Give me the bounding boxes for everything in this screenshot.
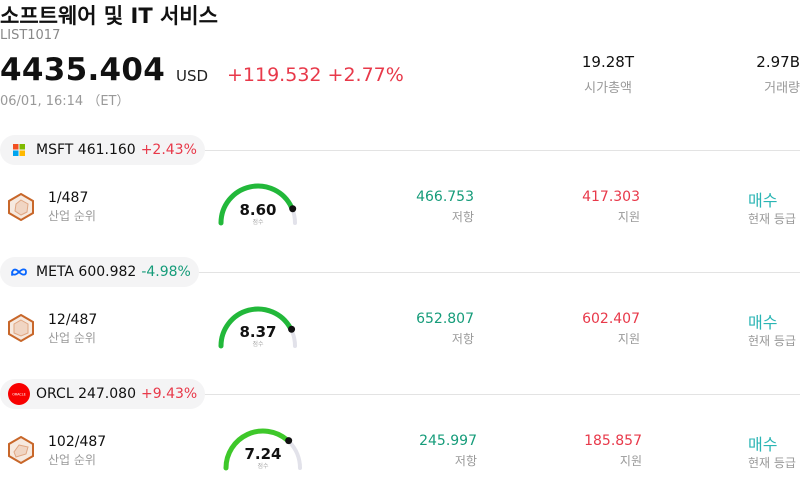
score-label: 점수: [252, 341, 264, 348]
volume-value: 2.97B: [756, 53, 800, 71]
support-value: 602.407: [582, 311, 640, 327]
current-rating-label: 현재 등급: [748, 212, 796, 226]
stock-pill-meta[interactable]: META 600.982 -4.98%: [0, 257, 199, 287]
stock-price: 600.982: [78, 264, 137, 280]
timestamp: 06/01, 16:14 （ET）: [0, 94, 130, 109]
current-rating: 매수: [748, 191, 778, 210]
industry-rank-label: 산업 순위: [48, 209, 96, 223]
microsoft-logo-icon: [8, 139, 30, 161]
current-rating: 매수: [748, 313, 778, 332]
ticker: MSFT: [36, 142, 74, 158]
ticker: ORCL: [36, 386, 74, 402]
industry-rank-label: 산업 순위: [48, 331, 96, 345]
index-price: 4435.404: [0, 52, 166, 88]
stock-change: -4.98%: [141, 264, 191, 280]
resistance-label: 저항: [454, 454, 477, 468]
stock-price: 461.160: [77, 142, 136, 158]
row-divider: [195, 394, 800, 395]
industry-rank-icon: [8, 435, 34, 468]
ticker: META: [36, 264, 74, 280]
list-code: LIST1017: [0, 28, 61, 43]
current-rating-label: 현재 등급: [748, 456, 796, 470]
industry-rank-icon: [8, 192, 34, 225]
market-cap-label: 시가총액: [584, 81, 632, 96]
score-label: 점수: [257, 463, 269, 470]
industry-rank: 102/487: [48, 434, 107, 450]
stock-pill-msft[interactable]: MSFT 461.160 +2.43%: [0, 135, 205, 165]
stock-price: 247.080: [78, 386, 136, 402]
industry-rank: 1/487: [48, 190, 89, 206]
score-value: 8.60: [239, 201, 277, 219]
support-value: 417.303: [582, 189, 640, 205]
score-gauge: [216, 181, 300, 231]
resistance-value: 652.807: [416, 311, 474, 327]
score-label: 점수: [252, 219, 264, 226]
market-cap-value: 19.28T: [581, 53, 634, 71]
resistance-label: 저항: [451, 210, 474, 224]
score-value: 7.24: [244, 445, 282, 463]
oracle-logo-text: ORACLE: [12, 393, 26, 397]
current-rating: 매수: [748, 435, 778, 454]
support-label: 지원: [619, 454, 642, 468]
current-rating-label: 현재 등급: [748, 334, 796, 348]
score-gauge: [221, 426, 305, 476]
row-divider: [195, 272, 800, 273]
meta-logo-icon: [8, 261, 30, 283]
industry-rank-label: 산업 순위: [48, 453, 96, 467]
stock-change: +9.43%: [140, 386, 198, 402]
score-value: 8.37: [239, 323, 277, 341]
score-gauge: [216, 304, 300, 354]
oracle-logo-icon: ORACLE: [8, 383, 30, 405]
page-title: 소프트웨어 및 IT 서비스: [0, 4, 218, 28]
support-label: 지원: [617, 210, 640, 224]
row-divider: [195, 150, 800, 151]
resistance-value: 466.753: [416, 189, 474, 205]
stock-pill-orcl[interactable]: ORACLE ORCL 247.080 +9.43%: [0, 379, 206, 409]
resistance-value: 245.997: [419, 433, 477, 449]
currency-label: USD: [176, 67, 209, 85]
industry-rank: 12/487: [48, 312, 98, 328]
price-change: +119.532 +2.77%: [227, 64, 404, 86]
stock-change: +2.43%: [140, 142, 197, 158]
resistance-label: 저항: [451, 332, 474, 346]
industry-rank-icon: [8, 313, 34, 346]
support-label: 지원: [617, 332, 640, 346]
volume-label: 거래량: [764, 81, 800, 96]
support-value: 185.857: [584, 433, 642, 449]
